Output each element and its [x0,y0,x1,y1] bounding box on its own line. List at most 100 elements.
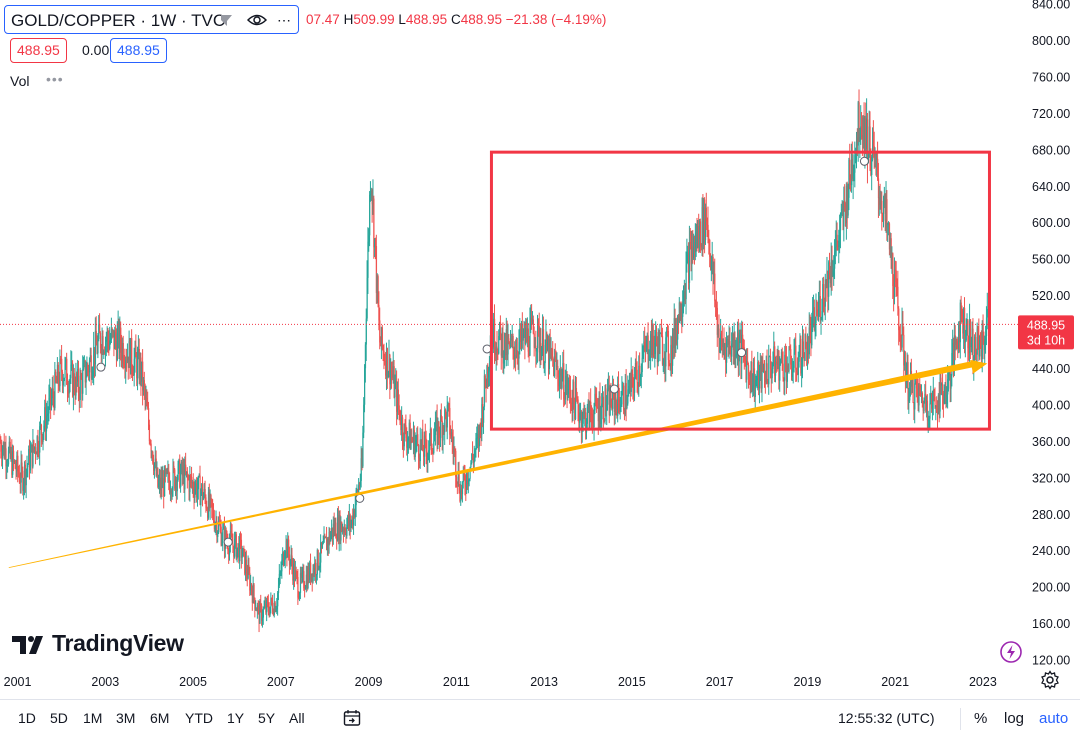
candle-body [929,403,931,419]
candle-body [744,357,746,361]
candle-body [457,470,459,484]
log-scale-button[interactable]: log [1004,710,1025,727]
candle-body [144,387,146,399]
more-icon[interactable]: ⋯ [277,12,291,28]
candle-body [612,385,614,409]
toolbar-divider [960,708,961,730]
flag-icon[interactable] [220,14,233,27]
candle-body [725,347,727,363]
candle-body [887,223,889,225]
candle-body [336,538,338,541]
candle-body [911,378,913,387]
ask-price-button[interactable]: 488.95 [110,38,167,63]
candle-body [493,318,496,354]
volume-label[interactable]: Vol [10,73,30,89]
candle-body [631,370,633,375]
candle-body [190,475,192,477]
candle-body [865,118,867,149]
candle-body [326,537,328,551]
candle-body [574,400,576,420]
candle-body [735,353,737,357]
candle-body [919,385,921,388]
countdown-label: 3d 10h [1027,333,1065,347]
price-chart[interactable]: 120.00 160.00 200.00 240.00 280.00 320.00 360.… [0,0,1080,699]
range-5d-button[interactable]: 5D [50,710,68,726]
candle-body [17,455,19,472]
candle-body [763,370,765,372]
range-3m-button[interactable]: 3M [116,710,136,726]
candle-body [742,347,745,349]
candle-body [604,388,606,422]
candle-body [255,609,257,611]
candle-body [277,593,279,607]
candle-body [912,378,914,403]
candle-body [569,389,572,403]
candle-body [560,369,562,388]
candle-body [306,574,308,589]
candle-body [333,523,335,533]
candle-body [858,102,860,142]
candle-body [99,333,102,349]
candle-body [207,509,209,518]
candle-body [330,534,332,542]
candle-body [188,478,190,493]
range-1d-button[interactable]: 1D [18,710,36,726]
range-5y-button[interactable]: 5Y [258,710,276,726]
candle-body [720,333,722,348]
gear-icon[interactable] [1040,670,1060,690]
auto-scale-button[interactable]: auto [1039,710,1069,727]
candle-body [866,119,869,163]
range-6m-button[interactable]: 6M [150,710,170,726]
candle-body [329,531,331,542]
percent-scale-button[interactable]: % [974,710,988,727]
utc-clock[interactable]: 12:55:32 (UTC) [838,710,935,726]
candle-body [283,552,285,565]
candle-body [825,279,827,288]
candle-body [627,389,629,404]
candle-body [600,419,602,424]
candle-body [668,359,670,364]
symbol-search-box[interactable]: GOLD/COPPER · 1W · TVC ⋯ [4,5,299,34]
candle-body [635,363,637,370]
candle-body [92,371,94,377]
candle-body [69,378,71,383]
volume-more-icon[interactable]: ••• [46,71,64,87]
eye-icon[interactable] [247,13,267,27]
candle-body [711,256,713,262]
candle-body [832,270,834,276]
bid-price-button[interactable]: 488.95 [10,38,67,63]
lightning-icon[interactable] [1000,641,1022,663]
candle-body [72,363,74,396]
candle-body [200,492,202,505]
event-marker [96,362,106,372]
candle-body [710,261,713,270]
candle-body [314,562,316,574]
candle-body [270,598,272,607]
goto-date-icon[interactable] [343,709,361,727]
candle-body [61,372,64,386]
candle-body [472,453,474,459]
candle-body [165,469,167,475]
candle-body [320,542,322,563]
candle-body [745,360,747,380]
candle-body [415,439,417,443]
range-ytd-button[interactable]: YTD [185,710,213,726]
candle-body [558,377,560,387]
candle-body [847,197,849,216]
candle-body [234,538,236,557]
candle-body [552,356,554,359]
candle-body [876,158,878,160]
candle-body [84,360,86,383]
candle-body [506,329,508,355]
candle-body [760,361,762,389]
range-all-button[interactable]: All [289,710,305,726]
symbol-title[interactable]: GOLD/COPPER · 1W · TVC [11,11,226,30]
candle-body [524,327,526,344]
candle-body [82,369,84,394]
candle-body [628,380,631,387]
trendline-shaft [8,360,976,569]
candle-body [583,411,585,413]
range-1m-button[interactable]: 1M [83,710,103,726]
candle-body [116,333,118,360]
range-1y-button[interactable]: 1Y [227,710,245,726]
